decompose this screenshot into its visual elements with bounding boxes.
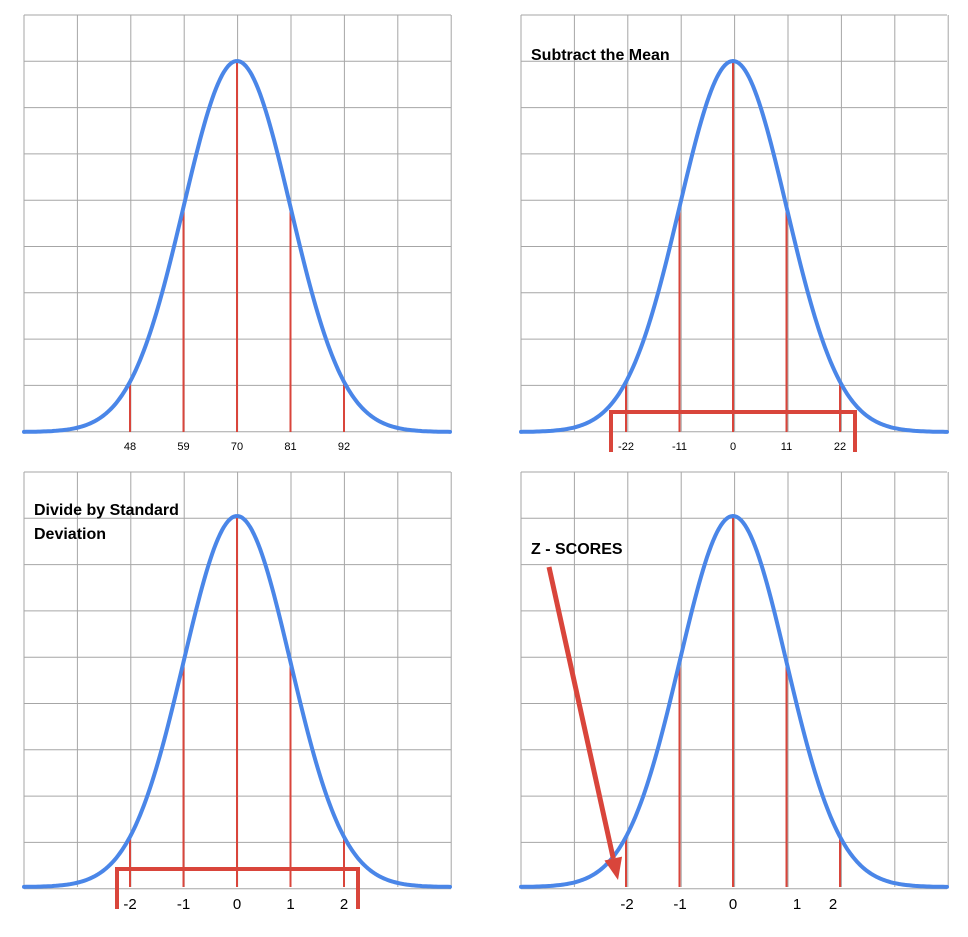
tick-label: 1 [286, 896, 294, 913]
tick-label: -1 [177, 896, 190, 913]
tick-labels: 48 59 70 81 92 [124, 441, 350, 453]
chart-panel-3: -2 -1 0 1 2 Divide by Standard Deviation [22, 471, 452, 913]
tick-labels: -2 -1 0 1 2 [620, 896, 837, 913]
tick-label: 0 [730, 441, 736, 453]
sd-markers [129, 61, 345, 432]
grid [23, 471, 452, 890]
chart-panel-1: 48 59 70 81 92 [22, 14, 452, 453]
chart-panel-4: -2 -1 0 1 2 Z - SCORES [519, 471, 949, 913]
bell-curve [22, 59, 452, 434]
panel-title: Subtract the Mean [531, 47, 670, 64]
tick-label: 2 [340, 896, 348, 913]
tick-labels: -2 -1 0 1 2 [123, 896, 348, 913]
tick-label: 92 [338, 441, 350, 453]
grid [520, 471, 949, 890]
tick-label: -2 [123, 896, 136, 913]
tick-label: -1 [673, 896, 686, 913]
arrow [546, 566, 616, 860]
tick-label: 1 [793, 896, 801, 913]
tick-label: 70 [231, 441, 243, 453]
tick-labels: -22 -11 0 11 22 [618, 441, 846, 453]
arrow-head [604, 856, 623, 880]
tick-label: 22 [834, 441, 846, 453]
tick-label: 11 [781, 441, 792, 453]
tick-label: -22 [618, 441, 634, 453]
tick-label: -2 [620, 896, 633, 913]
panel-title-line-2: Deviation [34, 526, 106, 543]
tick-label: 81 [284, 441, 296, 453]
tick-label: 0 [729, 896, 737, 913]
tick-label: 59 [177, 441, 189, 453]
bell-curve [519, 59, 949, 434]
sd-markers [625, 61, 841, 432]
panel-title: Divide by Standard [34, 502, 179, 519]
panel-title: Z - SCORES [531, 541, 623, 558]
sd-markers [129, 516, 345, 887]
tick-label: -11 [672, 441, 687, 453]
bell-curve [519, 514, 949, 889]
chart-panel-2: -22 -11 0 11 22 Subtract the Mean [519, 14, 949, 453]
tick-label: 48 [124, 441, 136, 453]
grid [520, 14, 949, 433]
bracket [115, 867, 360, 909]
sd-markers [625, 516, 841, 887]
bracket [609, 410, 857, 452]
tick-label: 0 [233, 896, 241, 913]
tick-label: 2 [829, 896, 837, 913]
bell-curve [22, 514, 452, 889]
